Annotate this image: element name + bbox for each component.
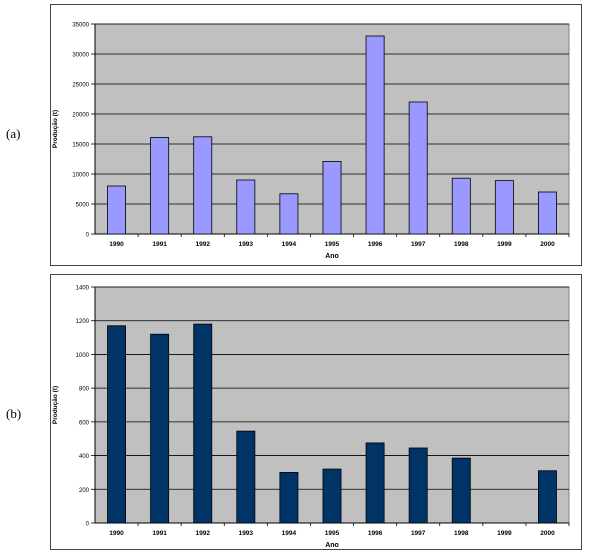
x-axis-label: Ano <box>325 253 339 260</box>
x-tick-label: 1991 <box>152 530 167 537</box>
bar-1996 <box>365 442 385 524</box>
y-tick-label: 30000 <box>72 53 89 59</box>
x-tick-label: 1998 <box>454 530 469 537</box>
y-tick-label: 800 <box>79 387 90 393</box>
bar-2000 <box>538 191 557 235</box>
x-tick-label: 1994 <box>282 241 297 248</box>
bar-1991 <box>150 333 170 524</box>
x-tick-label: 1993 <box>239 241 254 248</box>
y-tick-label: 10000 <box>72 173 89 179</box>
bar-1992 <box>193 136 213 235</box>
x-tick-label: 1997 <box>411 241 426 248</box>
bar-1997 <box>408 101 428 235</box>
x-tick-label: 2000 <box>540 530 555 537</box>
y-tick-label: 0 <box>86 233 90 239</box>
bar-1995 <box>322 468 342 524</box>
panel-label-a: (a) <box>6 126 21 141</box>
x-tick-label: 1992 <box>195 241 210 248</box>
bar-1990 <box>107 185 126 235</box>
bar-1993 <box>236 430 256 524</box>
chart-a: 0 5000 10000 15000 20000 25000 30000 35000 1990 1… <box>52 23 570 260</box>
bar-1994 <box>279 193 299 235</box>
x-tick-label: 1990 <box>109 241 124 248</box>
chart-b-frame: 0 200 400 600 800 1000 1200 1400 1990 1991 1992 199… <box>50 274 582 550</box>
x-tick-label: 1999 <box>497 530 512 537</box>
x-tick-label: 1994 <box>282 530 297 537</box>
y-axis-label: Produção (t) <box>52 110 59 148</box>
y-tick-label: 35000 <box>72 23 89 29</box>
y-tick-label: 20000 <box>72 113 89 119</box>
x-tick-label: 1996 <box>368 241 383 248</box>
bar-2000 <box>538 470 557 524</box>
x-tick-label: 1990 <box>109 530 124 537</box>
x-tick-label: 1993 <box>239 530 254 537</box>
bar-1993 <box>236 179 256 235</box>
x-tick-label: 1995 <box>325 241 340 248</box>
panel-label-b: (b) <box>6 406 22 421</box>
x-tick-label: 1999 <box>497 241 512 248</box>
y-tick-label: 25000 <box>72 83 89 89</box>
bar-1995 <box>322 160 342 235</box>
y-tick-label: 1000 <box>76 353 90 359</box>
y-tick-label: 200 <box>79 488 90 494</box>
y-tick-label: 1200 <box>76 319 90 325</box>
y-tick-label: 400 <box>79 454 90 460</box>
y-axis-label: Produção (t) <box>52 386 59 424</box>
x-tick-label: 1997 <box>411 530 426 537</box>
chart-b: 0 200 400 600 800 1000 1200 1400 1990 1991 1992 199… <box>52 286 570 549</box>
bar-1997 <box>408 447 428 524</box>
bar-1994 <box>279 472 299 524</box>
x-tick-label: 1998 <box>454 241 469 248</box>
x-axis-label: Ano <box>325 542 339 549</box>
bar-1999 <box>494 180 514 235</box>
x-tick-label: 1992 <box>195 530 210 537</box>
bar-1990 <box>107 325 126 524</box>
y-tick-label: 600 <box>79 420 90 426</box>
bar-1996 <box>365 35 385 235</box>
y-tick-label: 0 <box>86 522 90 528</box>
bar-1991 <box>150 136 170 235</box>
y-tick-label: 1400 <box>76 286 90 292</box>
x-tick-label: 1991 <box>152 241 167 248</box>
bar-1998 <box>451 457 471 524</box>
x-tick-label: 1995 <box>325 530 340 537</box>
x-tick-label: 1996 <box>368 530 383 537</box>
bar-1998 <box>451 177 471 235</box>
bar-1992 <box>193 323 213 524</box>
y-tick-label: 5000 <box>76 203 90 209</box>
x-tick-label: 2000 <box>540 241 555 248</box>
y-tick-label: 15000 <box>72 143 89 149</box>
chart-a-frame: 0 5000 10000 15000 20000 25000 30000 35000 1990 1… <box>50 4 582 266</box>
